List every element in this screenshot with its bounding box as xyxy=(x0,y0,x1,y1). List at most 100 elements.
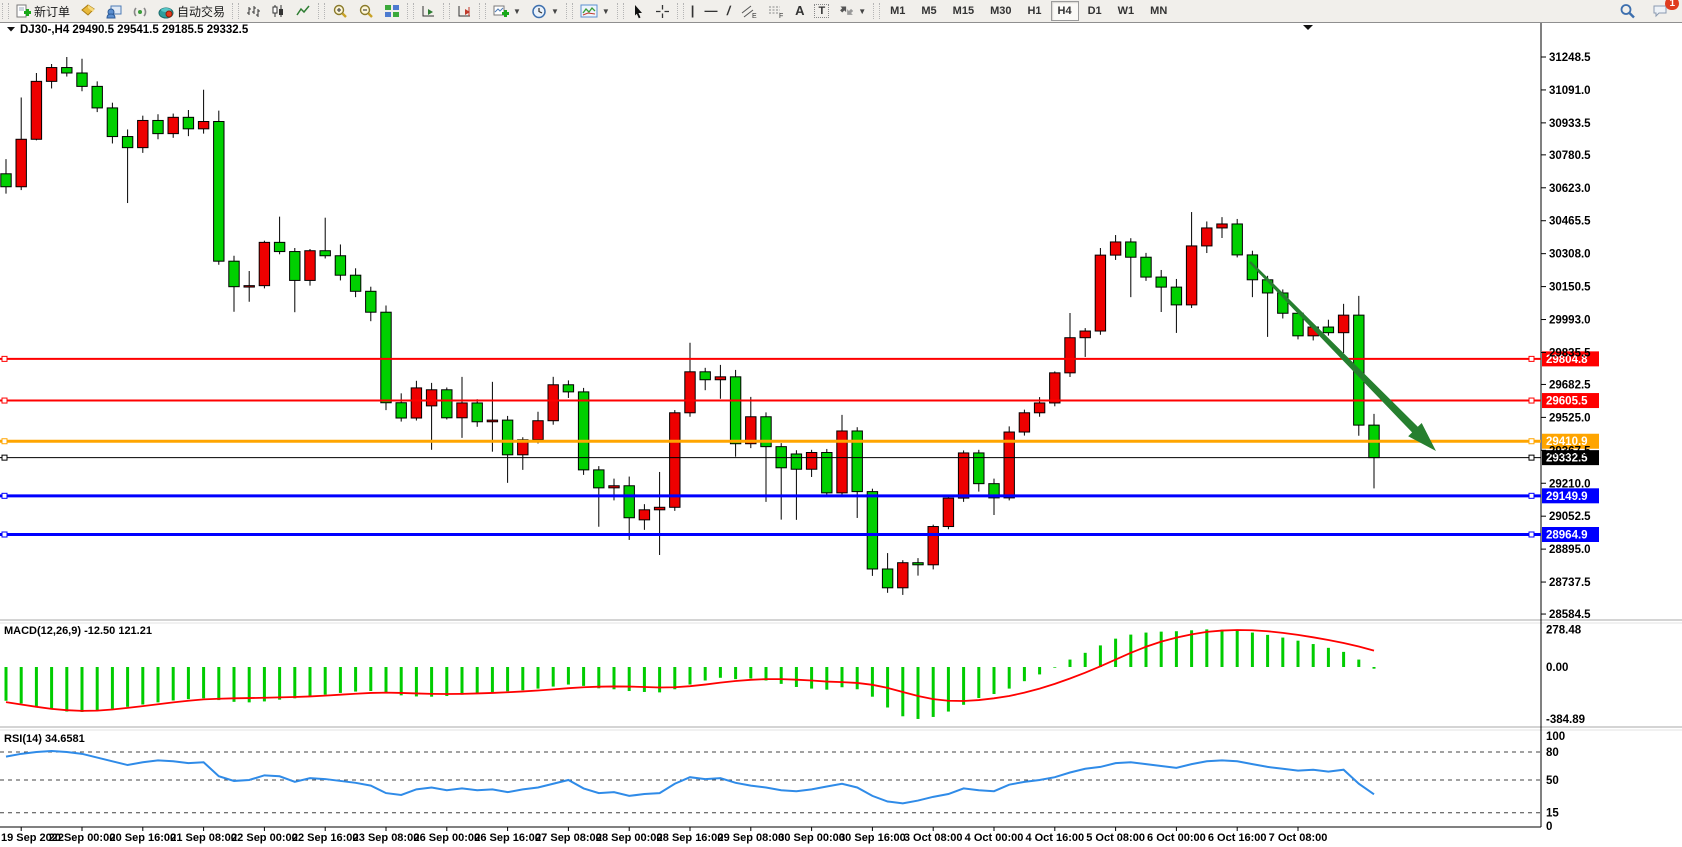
new-chart-button[interactable]: ▼ xyxy=(488,0,526,22)
timeframe-button-M30[interactable]: M30 xyxy=(990,5,1012,17)
timeframe-button-D1[interactable]: D1 xyxy=(1087,5,1102,17)
line-chart-button[interactable] xyxy=(291,0,316,22)
market-watch-button[interactable] xyxy=(101,0,127,22)
time-axis-label: 20 Sep 16:00 xyxy=(109,832,176,844)
macd-axis-label: 278.48 xyxy=(1546,624,1582,636)
candle-body xyxy=(942,497,955,528)
candle-body xyxy=(1109,241,1122,256)
candle xyxy=(790,450,803,520)
candle-body xyxy=(1246,254,1259,281)
timeframe-button-M1[interactable]: M1 xyxy=(890,5,906,17)
equidistant-channel-icon: E xyxy=(741,5,757,19)
price-axis-label: 30623.0 xyxy=(1549,183,1591,195)
timeframe-button-M5[interactable]: M5 xyxy=(921,5,937,17)
candle-body xyxy=(699,371,711,381)
crosshair-tool-button[interactable] xyxy=(650,0,675,22)
template-button[interactable]: ▼ xyxy=(575,0,615,22)
metaeditor-button[interactable] xyxy=(75,0,101,22)
candle-chart-button[interactable] xyxy=(266,0,291,22)
price-tag-label: 29804.8 xyxy=(1546,354,1588,366)
new-order-button[interactable]: 新订单 xyxy=(11,0,75,22)
candle xyxy=(258,240,271,289)
candle xyxy=(1064,313,1076,378)
candle-body xyxy=(805,452,818,470)
price-axis-label: 30933.5 xyxy=(1549,118,1591,130)
search-button[interactable] xyxy=(1614,0,1641,22)
horizontal-lines-layer[interactable] xyxy=(0,355,1541,538)
candle-body xyxy=(441,389,453,419)
line-handle xyxy=(1,531,8,538)
zoom-out-button[interactable] xyxy=(353,0,379,22)
fibonacci-tool-button[interactable]: F xyxy=(763,0,790,22)
notifications-button[interactable]: 1 xyxy=(1647,0,1679,22)
rsi-axis-label: 100 xyxy=(1546,731,1565,743)
candle xyxy=(1125,238,1137,298)
candle-body xyxy=(137,119,149,149)
label-tool-button[interactable]: T xyxy=(809,0,834,22)
candle xyxy=(1018,409,1031,436)
price-axis-label: 28895.0 xyxy=(1549,544,1591,556)
auto-trading-button[interactable]: 自动交易 xyxy=(153,0,230,22)
panel-borders-layer xyxy=(0,23,1682,828)
candle xyxy=(243,271,255,302)
hline-tool-button[interactable]: ― xyxy=(699,0,722,22)
line-handle xyxy=(1,397,8,404)
time-axis-label: 26 Sep 16:00 xyxy=(474,832,541,844)
candle xyxy=(532,411,544,444)
price-axis-label: 30465.5 xyxy=(1549,216,1591,228)
time-axis-label: 23 Sep 08:00 xyxy=(353,832,420,844)
arrow-annotation-layer[interactable] xyxy=(1249,261,1436,451)
candle-body xyxy=(790,453,803,470)
line-handle xyxy=(1528,531,1535,538)
candle xyxy=(1368,413,1380,489)
chart-shift-button[interactable] xyxy=(452,0,477,22)
candle-body xyxy=(121,136,134,149)
candle-body xyxy=(714,376,727,381)
candle-body xyxy=(866,491,879,570)
candle xyxy=(1094,248,1107,335)
candle xyxy=(61,57,73,77)
price-tag-label: 29149.9 xyxy=(1546,491,1588,503)
period-button[interactable]: ▼ xyxy=(526,0,564,22)
candle xyxy=(441,387,453,420)
timeframe-button-M15[interactable]: M15 xyxy=(952,5,975,17)
cursor-tool-button[interactable] xyxy=(626,0,650,22)
svg-text:F: F xyxy=(779,13,783,19)
macd-layer xyxy=(4,629,1376,719)
user-terminal-icon xyxy=(106,5,122,18)
candle-body xyxy=(456,402,468,419)
tile-windows-button[interactable] xyxy=(379,0,405,22)
price-axis-label: 29835.5 xyxy=(1549,347,1591,359)
symbol-dropdown-icon[interactable] xyxy=(7,27,15,32)
candle xyxy=(699,367,711,391)
time-axis-label: 28 Sep 00:00 xyxy=(596,832,663,844)
timeframe-button-W1[interactable]: W1 xyxy=(1117,5,1135,17)
text-tool-button[interactable]: A xyxy=(790,0,809,22)
candle-body xyxy=(365,290,377,313)
timeframe-button-H1[interactable]: H1 xyxy=(1027,5,1042,17)
clock-icon xyxy=(532,4,546,18)
channel-tool-button[interactable]: E xyxy=(736,0,763,22)
vline-tool-button[interactable]: | xyxy=(686,0,700,22)
arrows-tool-button[interactable]: ▼ xyxy=(834,0,871,22)
zoom-in-button[interactable] xyxy=(327,0,353,22)
notification-badge: 1 xyxy=(1665,0,1679,10)
trendline-tool-button[interactable]: / xyxy=(722,0,736,22)
timeframe-button-MN[interactable]: MN xyxy=(1150,5,1168,17)
bar-chart-button[interactable] xyxy=(241,0,266,22)
candle-body xyxy=(912,562,924,566)
price-axis-label: 29682.5 xyxy=(1549,379,1591,391)
auto-scroll-button[interactable] xyxy=(416,0,441,22)
vline-icon: | xyxy=(690,3,695,18)
dropdown-caret: ▼ xyxy=(601,6,610,16)
candle xyxy=(121,129,134,204)
rsi-axis-label: 15 xyxy=(1546,808,1559,820)
candle-body xyxy=(1033,402,1046,414)
signals-button[interactable] xyxy=(127,0,153,22)
candle-body xyxy=(1231,223,1243,256)
candle xyxy=(137,115,149,153)
line-handle xyxy=(1528,438,1535,445)
candle xyxy=(152,114,164,140)
timeframe-button-H4[interactable]: H4 xyxy=(1050,1,1079,21)
